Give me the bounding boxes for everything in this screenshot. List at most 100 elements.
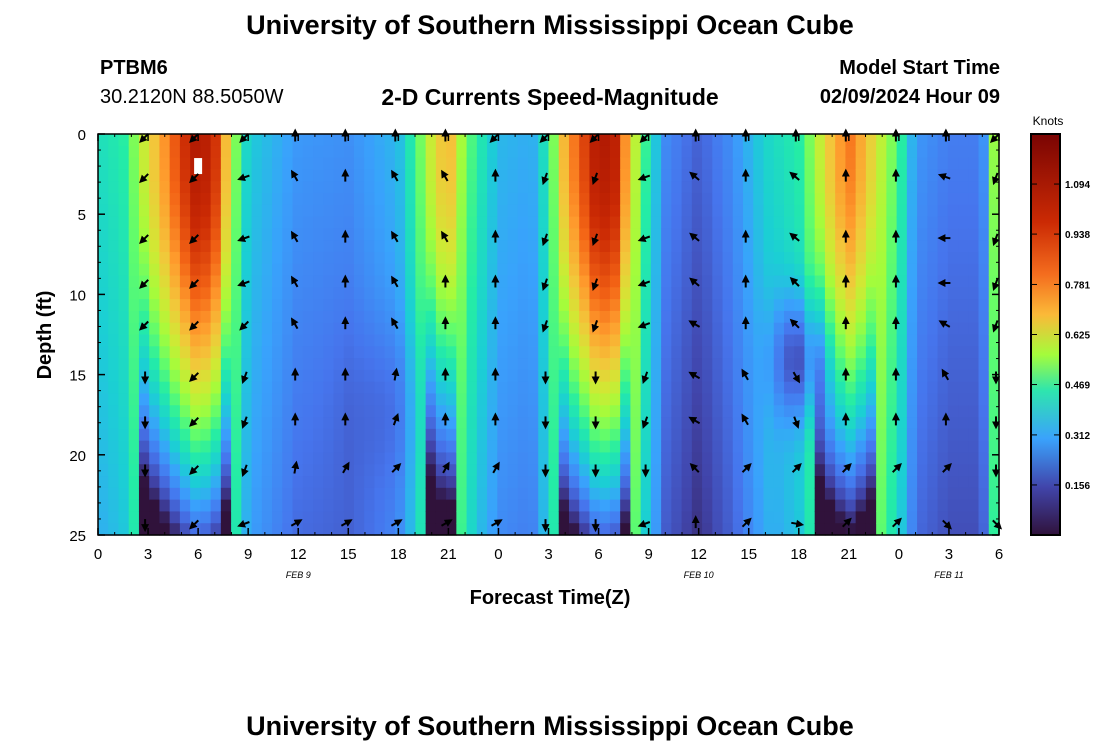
heatmap-cell [671, 393, 683, 406]
heatmap-cell [108, 275, 120, 288]
heatmap-cell [528, 192, 539, 206]
heatmap-cell [210, 181, 222, 194]
heatmap-cell [947, 464, 959, 477]
heatmap-cell [691, 287, 703, 300]
heatmap-cell [589, 275, 601, 288]
heatmap-cell [640, 334, 652, 347]
heatmap-cell [292, 346, 304, 359]
heatmap-cell [241, 487, 253, 501]
heatmap-cell [343, 145, 355, 159]
heatmap-cell [282, 346, 294, 359]
current-arrow [688, 416, 701, 425]
heatmap-cell [179, 322, 191, 336]
heatmap-cell [272, 346, 283, 359]
heatmap-cell [558, 452, 570, 465]
heatmap-cell [374, 499, 386, 513]
heatmap-cell [896, 216, 908, 229]
heatmap-cell [906, 263, 918, 277]
heatmap-cell [159, 204, 171, 218]
heatmap-cell [210, 334, 222, 347]
heatmap-cell [220, 334, 232, 347]
heatmap-cell [282, 358, 294, 371]
heatmap-cell [466, 192, 478, 206]
heatmap-cell [292, 299, 304, 312]
heatmap-cell [313, 287, 324, 300]
current-arrow [639, 133, 650, 144]
heatmap-cell [425, 405, 437, 418]
heatmap-cell [845, 499, 857, 513]
heatmap-cell [927, 417, 939, 430]
heatmap-cell [917, 145, 928, 159]
heatmap-cell [456, 299, 468, 312]
heatmap-cell [231, 346, 242, 359]
heatmap-cell [200, 464, 212, 477]
heatmap-cell [200, 181, 212, 194]
heatmap-cell [149, 157, 161, 170]
heatmap-cell [824, 334, 836, 347]
heatmap-cell [743, 487, 754, 501]
heatmap-cell [220, 346, 232, 359]
heatmap-cell [661, 157, 672, 170]
heatmap-cell [927, 346, 939, 359]
heatmap-cell [568, 334, 580, 347]
heatmap-cell [886, 192, 898, 206]
heatmap-cell [292, 499, 304, 513]
heatmap-cell [896, 381, 908, 395]
heatmap-cell [128, 181, 140, 194]
heatmap-cell [528, 299, 539, 312]
heatmap-cell [783, 358, 795, 371]
heatmap-cell [200, 452, 212, 465]
current-arrow [789, 318, 800, 329]
heatmap-cell [313, 192, 324, 206]
heatmap-cell [405, 511, 416, 524]
heatmap-cell [353, 381, 365, 395]
y-tick-label: 25 [69, 528, 86, 545]
heatmap-cell [353, 322, 365, 336]
heatmap-cell [415, 192, 427, 206]
heatmap-cell [261, 428, 273, 442]
heatmap-cell [343, 346, 355, 359]
heatmap-cell [702, 240, 713, 253]
heatmap-cell [568, 240, 580, 253]
heatmap-cell [763, 192, 775, 206]
heatmap-cell [415, 476, 427, 489]
heatmap-cell [661, 334, 672, 347]
heatmap-cell [200, 299, 212, 312]
heatmap-cell [384, 499, 396, 513]
heatmap-cell [783, 240, 795, 253]
heatmap-cell [896, 204, 908, 218]
heatmap-cell [599, 511, 611, 524]
heatmap-cell [138, 334, 150, 347]
heatmap-cell [712, 251, 724, 265]
heatmap-cell [814, 134, 826, 147]
heatmap-cell [845, 287, 857, 300]
heatmap-cell [476, 346, 488, 359]
heatmap-cell [732, 358, 744, 371]
heatmap-cell [405, 310, 416, 324]
heatmap-cell [906, 192, 918, 206]
heatmap-cell [702, 452, 713, 465]
heatmap-cell [794, 216, 806, 229]
heatmap-cell [620, 134, 632, 147]
heatmap-cell [364, 523, 376, 536]
y-tick-label: 0 [78, 127, 86, 144]
heatmap-cell [548, 428, 560, 442]
heatmap-cell [333, 440, 345, 454]
heatmap-cell [947, 310, 959, 324]
heatmap-cell [210, 476, 222, 489]
heatmap-cell [681, 310, 693, 324]
heatmap-cell [968, 299, 980, 312]
heatmap-cell [661, 464, 672, 477]
heatmap-cell [517, 192, 529, 206]
heatmap-cell [405, 157, 416, 170]
heatmap-cell [538, 263, 550, 277]
heatmap-cell [415, 405, 427, 418]
heatmap-cell [282, 511, 294, 524]
heatmap-cell [917, 428, 928, 442]
heatmap-cell [272, 204, 283, 218]
heatmap-cell [978, 381, 990, 395]
heatmap-cell [179, 428, 191, 442]
heatmap-cell [497, 334, 509, 347]
heatmap-cell [712, 346, 724, 359]
heatmap-cell [579, 369, 591, 383]
